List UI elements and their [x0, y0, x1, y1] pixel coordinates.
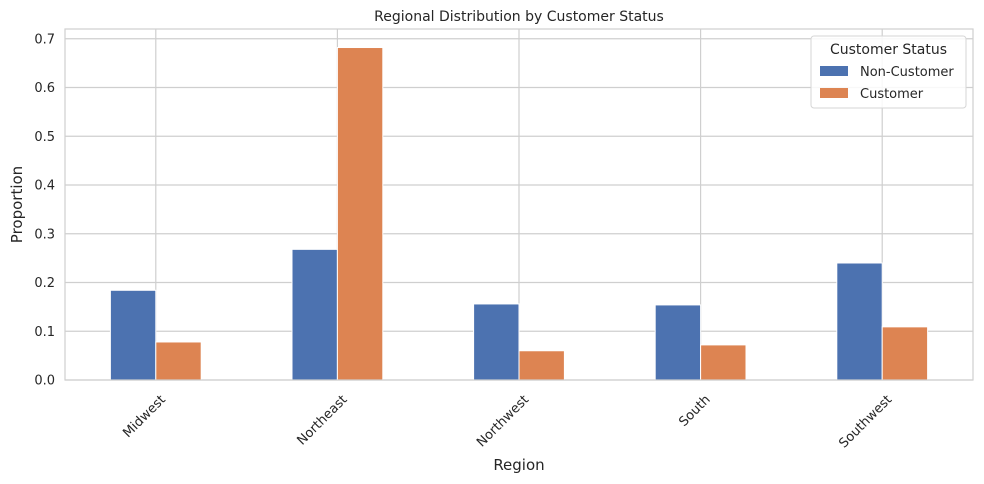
x-tick-label: Northwest [474, 392, 532, 450]
bar-customer-northeast [336, 47, 384, 381]
x-tick-labels: Midwest Northeast Northwest South Southwest [120, 392, 895, 451]
y-axis-label: Proportion [8, 166, 26, 243]
bar-non-customer-south [654, 304, 702, 381]
legend-label: Non-Customer [860, 65, 954, 80]
legend-swatch [820, 66, 848, 76]
bar-customer-northwest [518, 350, 565, 381]
legend-label: Customer [860, 87, 924, 102]
x-tick-label: South [676, 392, 713, 429]
bar-customer-south [700, 344, 747, 381]
y-tick-label: 0.4 [34, 179, 55, 194]
x-tick-label: Northeast [294, 392, 350, 448]
x-tick-label: Midwest [120, 392, 169, 441]
bar-customer-southwest [881, 326, 929, 381]
x-tick-label: Southwest [836, 392, 895, 451]
legend-title: Customer Status [830, 42, 947, 58]
bar-customer-midwest [155, 341, 202, 381]
legend-box [810, 35, 967, 109]
y-tick-label: 0.0 [34, 374, 55, 389]
y-tick-label: 0.3 [34, 227, 55, 242]
chart-title: Regional Distribution by Customer Status [374, 9, 664, 25]
y-tick-label: 0.7 [34, 32, 55, 47]
bars [109, 47, 929, 381]
y-tick-label: 0.1 [34, 325, 55, 340]
bar-non-customer-midwest [109, 289, 157, 381]
legend-items: Non-Customer Customer [820, 65, 954, 102]
y-tick-label: 0.2 [34, 276, 55, 291]
bar-non-customer-southwest [836, 262, 883, 381]
x-axis-label: Region [493, 456, 544, 474]
y-tick-labels: 0.0 0.1 0.2 0.3 0.4 0.5 0.6 0.7 [34, 32, 55, 388]
bar-non-customer-northwest [473, 303, 520, 381]
plot-frame [64, 28, 974, 381]
y-tick-label: 0.6 [34, 81, 55, 96]
y-tick-label: 0.5 [34, 130, 55, 145]
bar-non-customer-northeast [291, 248, 338, 381]
legend: Customer Status Non-Customer Customer [810, 35, 967, 109]
legend-swatch [820, 88, 848, 98]
